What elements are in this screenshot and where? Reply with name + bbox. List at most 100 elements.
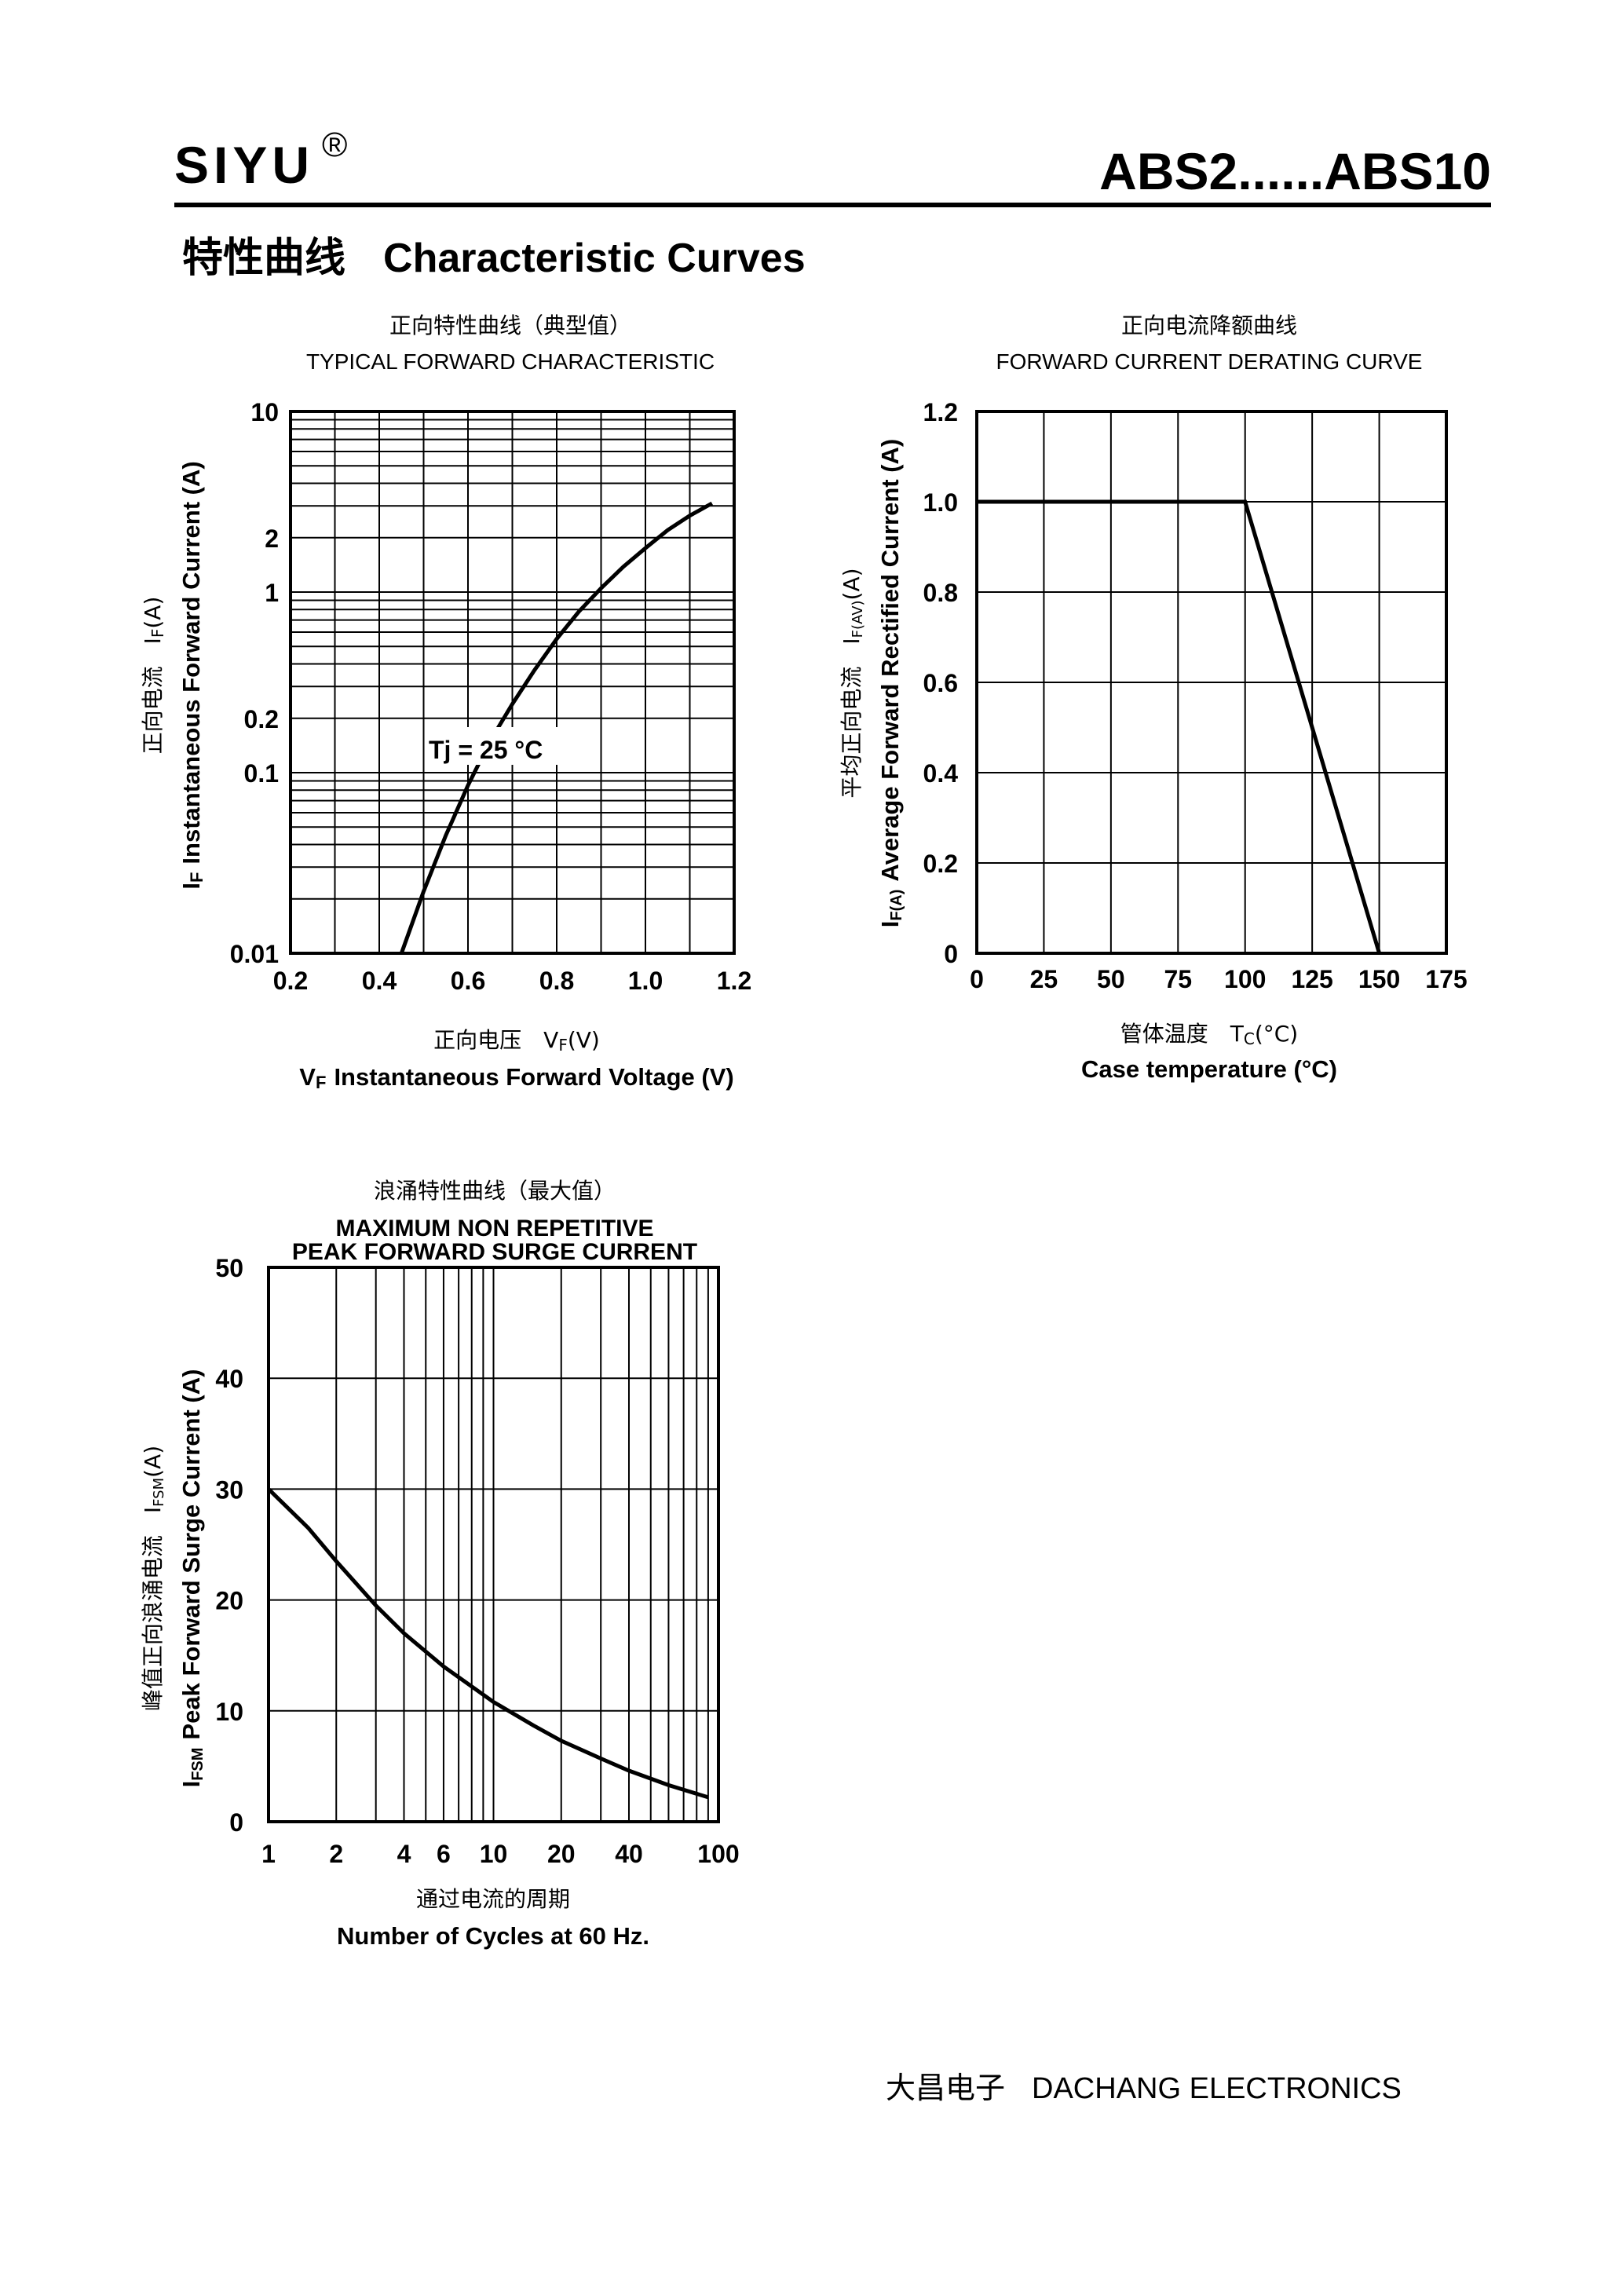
c3-y-tick-label: 40 bbox=[215, 1365, 243, 1393]
c3-x-tick-label: 1 bbox=[261, 1840, 276, 1868]
chart1-series-line bbox=[399, 501, 714, 954]
chart3-ylabel-cn-main: 峰值正向浪涌电流 I bbox=[140, 1507, 166, 1711]
c2-x-tick-label: 100 bbox=[1224, 965, 1266, 993]
chart2-ylabel-cn-sub: F(AV) bbox=[850, 600, 866, 638]
registered-mark: ® bbox=[322, 126, 348, 164]
chart1-xlabel-cn: 正向电压 VF(V) bbox=[433, 1027, 600, 1055]
chart1-title-cn: 正向特性曲线（典型值） bbox=[389, 313, 631, 338]
c3-y-tick-label: 0 bbox=[229, 1808, 243, 1837]
chart1-ylabel-cn-unit: (A) bbox=[140, 597, 166, 629]
chart1-ylabel-symbol: I bbox=[177, 883, 205, 890]
c1-x-tick-label: 0.8 bbox=[539, 967, 574, 995]
c2-y-tick-label: 0.4 bbox=[923, 759, 959, 788]
chart2-ylabel-cn-main: 平均正向电流 I bbox=[839, 638, 865, 798]
section-title-en: Characteristic Curves bbox=[383, 236, 806, 281]
chart3-title-line2: PEAK FORWARD SURGE CURRENT bbox=[292, 1239, 697, 1265]
chart1-ylabel-text: Instantaneous Forward Current (A) bbox=[177, 461, 205, 864]
forward-characteristic-chart: 正向特性曲线（典型值） TYPICAL FORWARD CHARACTERIST… bbox=[140, 313, 751, 1092]
chart2-ylabel-cn-unit: (A) bbox=[839, 568, 865, 600]
c2-x-tick-label: 150 bbox=[1358, 965, 1400, 993]
chart3-ylabel-text: Peak Forward Surge Current (A) bbox=[177, 1369, 205, 1740]
surge-current-chart: 浪涌特性曲线（最大值） MAXIMUM NON REPETITIVE PEAK … bbox=[140, 1178, 740, 1950]
c1-y-tick-label: 2 bbox=[265, 525, 279, 553]
c2-x-tick-label: 175 bbox=[1425, 965, 1467, 993]
c1-y-tick-label: 0.1 bbox=[244, 759, 279, 788]
chart2-ylabel: IF(A) Average Forward Rectified Current (… bbox=[876, 439, 905, 927]
chart1-ylabel-cn: 正向电流 IF(A) bbox=[140, 597, 167, 755]
chart3-title-line1: MAXIMUM NON REPETITIVE bbox=[335, 1216, 653, 1241]
c1-x-tick-label: 0.4 bbox=[362, 967, 397, 995]
c2-y-tick-label: 1.2 bbox=[923, 398, 958, 426]
c3-y-tick-label: 30 bbox=[215, 1475, 243, 1504]
chart1-xlabel-cn-main: 正向电压 V bbox=[433, 1027, 558, 1053]
c2-y-tick-label: 0.6 bbox=[923, 669, 958, 697]
c1-x-tick-label: 0.6 bbox=[451, 967, 485, 995]
c2-y-tick-label: 0.2 bbox=[923, 850, 958, 878]
chart1-ylabel-cn-main: 正向电流 I bbox=[140, 638, 166, 754]
chart1-xlabel-symbol-sub: F bbox=[316, 1073, 326, 1092]
c3-y-tick-label: 10 bbox=[215, 1698, 243, 1726]
chart2-xlabel-cn-main: 管体温度 T bbox=[1120, 1021, 1245, 1047]
header-divider bbox=[174, 203, 1491, 207]
c2-x-tick-label: 50 bbox=[1097, 965, 1125, 993]
c3-x-tick-label: 40 bbox=[615, 1840, 643, 1868]
c2-plot-frame bbox=[975, 410, 1448, 955]
chart3-ylabel-symbol: I bbox=[177, 1781, 205, 1788]
chart2-title-cn: 正向电流降额曲线 bbox=[1121, 313, 1297, 338]
c1-x-tick-label: 1.2 bbox=[717, 967, 751, 995]
chart3-ylabel-cn: 峰值正向浪涌电流 IFSM(A) bbox=[140, 1446, 167, 1711]
chart3-title-cn: 浪涌特性曲线（最大值） bbox=[374, 1178, 616, 1204]
part-number: ABS2......ABS10 bbox=[1099, 142, 1491, 200]
derating-curve-chart: 正向电流降额曲线 FORWARD CURRENT DERATING CURVE … bbox=[839, 313, 1468, 1083]
chart1-xlabel-symbol: V bbox=[299, 1063, 316, 1091]
c1-x-tick-label: 1.0 bbox=[628, 967, 663, 995]
c3-x-tick-label: 10 bbox=[480, 1840, 508, 1868]
chart3-xlabel-cn: 通过电流的周期 bbox=[416, 1886, 570, 1912]
c1-plot-frame bbox=[289, 410, 736, 955]
c1-y-tick-label: 0.2 bbox=[244, 705, 279, 733]
c2-y-tick-label: 0 bbox=[944, 940, 958, 968]
chart3-ylabel-symbol-sub: FSM bbox=[189, 1748, 207, 1781]
chart1-annotation-bg bbox=[426, 727, 561, 765]
section-title-cn: 特性曲线 bbox=[182, 235, 346, 282]
chart1-ylabel-symbol-sub: F bbox=[187, 872, 207, 883]
chart2-xlabel-cn: 管体温度 TC(°C) bbox=[1120, 1021, 1298, 1048]
chart1-xlabel: VF Instantaneous Forward Voltage (V) bbox=[299, 1063, 733, 1092]
chart1-xlabel-text: Instantaneous Forward Voltage (V) bbox=[334, 1063, 733, 1091]
chart3-xlabel: Number of Cycles at 60 Hz. bbox=[337, 1922, 649, 1950]
c3-y-tick-label: 20 bbox=[215, 1587, 243, 1615]
section-title: 特性曲线 Characteristic Curves bbox=[182, 225, 806, 283]
c3-x-tick-label: 100 bbox=[697, 1840, 739, 1868]
chart3-ylabel: IFSM Peak Forward Surge Current (A) bbox=[177, 1369, 207, 1788]
chart2-ylabel-text: Average Forward Rectified Current (A) bbox=[876, 439, 904, 882]
c3-x-tick-label: 6 bbox=[437, 1840, 451, 1868]
c2-x-tick-label: 0 bbox=[970, 965, 984, 993]
c2-x-tick-label: 25 bbox=[1030, 965, 1058, 993]
chart2-ylabel-cn: 平均正向电流 IF(AV)(A) bbox=[839, 568, 866, 798]
chart1-ylabel: IF Instantaneous Forward Current (A) bbox=[177, 461, 207, 889]
footer-company-cn: 大昌电子 bbox=[886, 2071, 1006, 2105]
chart2-series-line bbox=[977, 499, 1381, 954]
chart3-series-line bbox=[267, 1487, 709, 1800]
c2-x-tick-label: 75 bbox=[1164, 965, 1192, 993]
brand-logo: SIYU bbox=[174, 136, 315, 194]
chart2-xlabel: Case temperature (°C) bbox=[1081, 1055, 1337, 1083]
c3-x-tick-label: 2 bbox=[329, 1840, 343, 1868]
c3-plot-frame bbox=[267, 1266, 720, 1823]
c2-y-tick-label: 0.8 bbox=[923, 579, 958, 607]
chart2-title: FORWARD CURRENT DERATING CURVE bbox=[996, 349, 1423, 374]
chart2-ylabel-symbol-sub: F(A) bbox=[888, 890, 905, 921]
c1-y-tick-label: 10 bbox=[250, 398, 279, 426]
chart1-xlabel-cn-sub: F bbox=[558, 1036, 568, 1055]
c2-x-tick-label: 125 bbox=[1291, 965, 1332, 993]
c1-y-tick-label: 0.01 bbox=[230, 940, 279, 968]
footer-company-en: DACHANG ELECTRONICS bbox=[1032, 2072, 1402, 2105]
chart3-ylabel-cn-sub: FSM bbox=[151, 1478, 167, 1507]
chart2-xlabel-cn-sub: C bbox=[1244, 1029, 1255, 1048]
c3-x-tick-label: 20 bbox=[547, 1840, 576, 1868]
c2-y-tick-label: 1.0 bbox=[923, 488, 958, 517]
c3-y-tick-label: 50 bbox=[215, 1254, 243, 1282]
chart2-ylabel-symbol: I bbox=[876, 921, 904, 928]
chart1-title: TYPICAL FORWARD CHARACTERISTIC bbox=[306, 349, 715, 374]
